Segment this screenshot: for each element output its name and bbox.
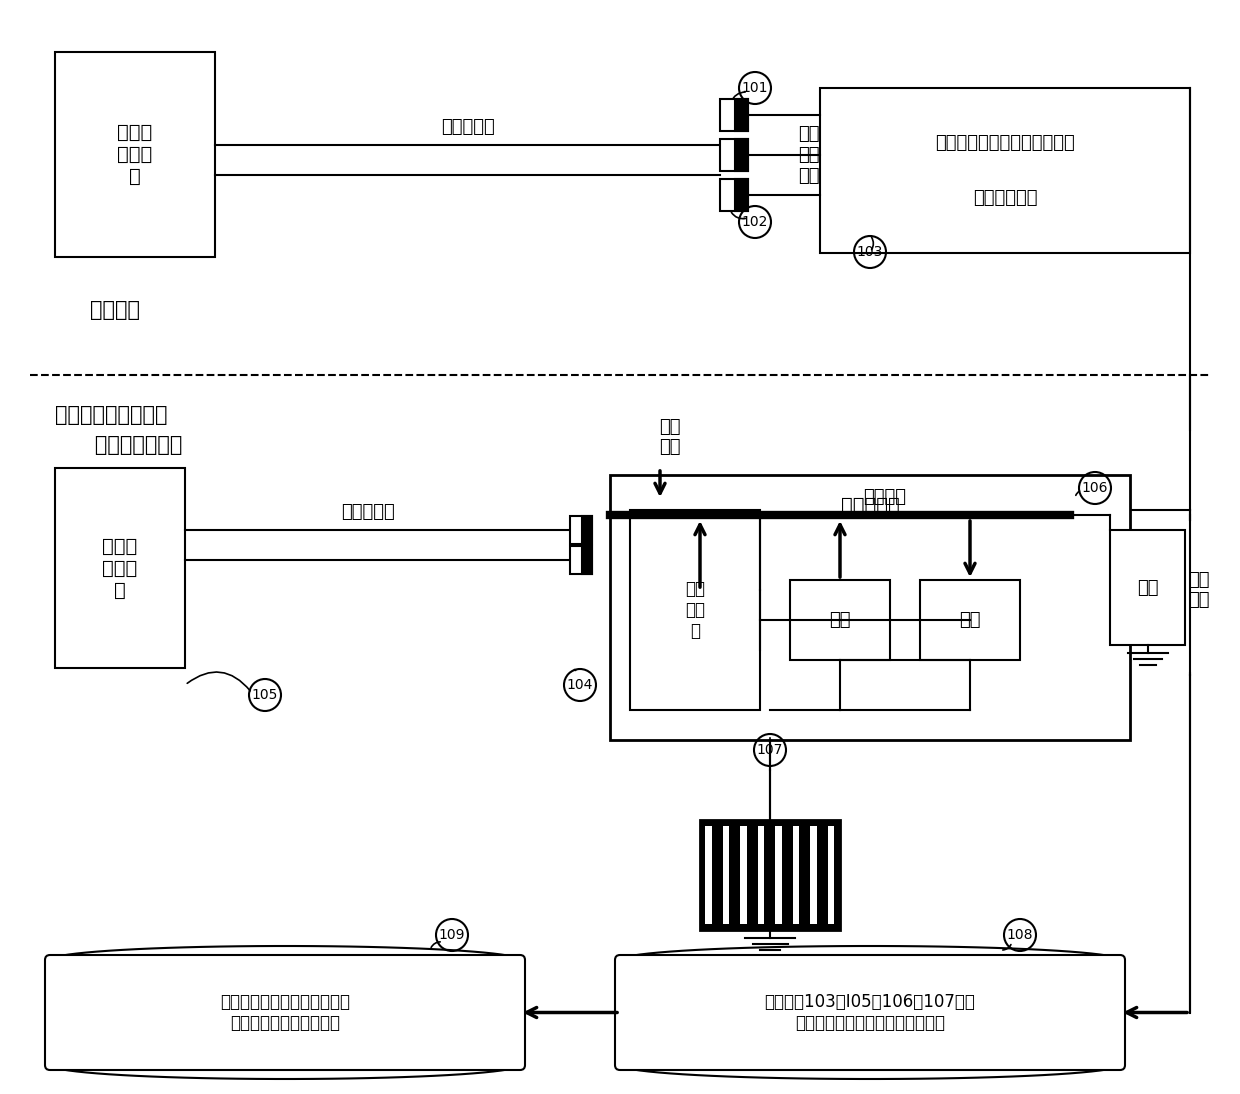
Bar <box>720 179 748 211</box>
Bar <box>735 139 748 171</box>
Text: 标定链路损耗: 标定链路损耗 <box>972 189 1037 207</box>
FancyBboxPatch shape <box>45 955 525 1070</box>
Text: 负载: 负载 <box>1137 579 1158 596</box>
Text: 短路
闭环
插座: 短路 闭环 插座 <box>799 125 820 185</box>
Text: 测前标定: 测前标定 <box>91 300 140 321</box>
Bar <box>790 580 890 660</box>
Text: 充电: 充电 <box>830 612 851 629</box>
Bar <box>706 826 712 924</box>
Bar <box>810 826 817 924</box>
Text: 105: 105 <box>252 688 278 702</box>
Bar <box>701 820 839 930</box>
Text: 太阳电
池模拟
阵: 太阳电 池模拟 阵 <box>118 123 153 186</box>
Bar <box>920 580 1021 660</box>
Bar <box>792 826 799 924</box>
Bar <box>570 546 591 574</box>
Text: 103: 103 <box>857 245 883 259</box>
Text: 电源控制器: 电源控制器 <box>841 496 899 514</box>
Bar <box>1110 529 1185 645</box>
Bar <box>55 53 215 257</box>
Bar <box>827 826 835 924</box>
Bar <box>720 98 748 131</box>
Text: 104: 104 <box>567 678 593 693</box>
Bar <box>820 88 1190 253</box>
Bar <box>570 516 591 544</box>
Text: 测试长电缆: 测试长电缆 <box>440 118 495 136</box>
Text: 102: 102 <box>742 216 769 229</box>
Text: 测试中在线实时估算: 测试中在线实时估算 <box>55 405 167 424</box>
Bar <box>55 468 185 668</box>
Text: 测试长电缆: 测试长电缆 <box>341 503 394 521</box>
Text: 分流
调节
器: 分流 调节 器 <box>684 580 706 640</box>
Bar <box>735 179 748 211</box>
Bar <box>735 98 748 131</box>
Text: 通过步骤103、I05、106、107的测
量值，依据公式计算电源控制热耗: 通过步骤103、I05、106、107的测 量值，依据公式计算电源控制热耗 <box>765 993 976 1032</box>
Bar <box>775 826 781 924</box>
Bar <box>723 826 729 924</box>
Text: 107: 107 <box>756 743 784 757</box>
Text: 测量
结果: 测量 结果 <box>1188 571 1210 609</box>
Bar <box>610 475 1130 740</box>
Bar <box>582 516 591 544</box>
Bar <box>758 826 764 924</box>
Text: 108: 108 <box>1007 928 1033 942</box>
Bar <box>740 826 746 924</box>
Bar <box>720 139 748 171</box>
Text: 一次母线: 一次母线 <box>863 488 906 507</box>
Text: 链路
损耗: 链路 损耗 <box>660 418 681 456</box>
Bar <box>630 510 760 710</box>
Text: 106: 106 <box>1081 481 1109 494</box>
Bar <box>582 546 591 574</box>
Text: 电源控制器热耗: 电源控制器热耗 <box>74 435 182 455</box>
FancyBboxPatch shape <box>615 955 1125 1070</box>
Text: 等效电源控制器供电入口插座: 等效电源控制器供电入口插座 <box>935 133 1075 152</box>
Text: 监视热耗，辅助电源控制器的
健康状态判读与热控设计: 监视热耗，辅助电源控制器的 健康状态判读与热控设计 <box>219 993 350 1032</box>
Text: 太阳电
池模拟
阵: 太阳电 池模拟 阵 <box>103 536 138 600</box>
Text: 101: 101 <box>742 81 769 95</box>
Text: 109: 109 <box>439 928 465 942</box>
Text: 放电: 放电 <box>960 612 981 629</box>
